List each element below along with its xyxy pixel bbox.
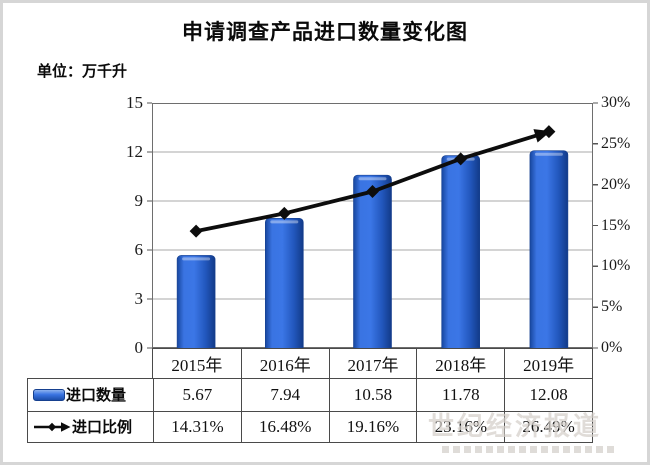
bar-2018年 bbox=[441, 155, 480, 348]
right-axis-tick-label: 0% bbox=[601, 339, 623, 356]
left-axis-tick-label: 6 bbox=[134, 240, 144, 259]
x-axis-label: 2017年 bbox=[328, 349, 417, 378]
right-axis-tick-label: 20% bbox=[601, 175, 631, 193]
legend-item-import-ratio: 进口比例 bbox=[28, 410, 153, 443]
legend-label: 进口比例 bbox=[72, 419, 133, 437]
table-value: 12.08 bbox=[504, 379, 592, 411]
table-value: 7.94 bbox=[240, 379, 329, 411]
left-axis-tick-label: 12 bbox=[126, 142, 143, 161]
watermark-subline bbox=[442, 446, 614, 453]
bar-2015年 bbox=[176, 255, 216, 348]
table-value: 23.16% bbox=[416, 410, 505, 442]
x-axis-label: 2015年 bbox=[171, 356, 223, 375]
bar-2017年 bbox=[353, 174, 392, 348]
chart-canvas bbox=[147, 102, 598, 349]
right-axis-tick-label: 15% bbox=[601, 216, 631, 234]
table-value: 19.16% bbox=[328, 410, 417, 442]
left-axis-tick-label: 9 bbox=[134, 191, 144, 210]
legend-label: 进口数量 bbox=[66, 387, 127, 405]
line-point-marker bbox=[542, 125, 556, 139]
table-value: 14.31% bbox=[153, 410, 241, 442]
line-point-marker bbox=[189, 224, 203, 238]
x-axis-label: 2019年 bbox=[504, 349, 592, 378]
unit-label: 单位：万千升 bbox=[37, 63, 128, 80]
x-axis-label: 2018年 bbox=[416, 349, 504, 378]
x-axis-label: 2016年 bbox=[240, 349, 329, 378]
left-axis-tick-label: 15 bbox=[126, 93, 143, 112]
bar-2016年 bbox=[265, 218, 304, 348]
right-axis-tick-label: 5% bbox=[601, 298, 623, 316]
left-axis-tick-label: 3 bbox=[134, 289, 144, 308]
table-value: 10.58 bbox=[328, 379, 417, 411]
table-value: 11.78 bbox=[416, 379, 504, 411]
right-axis-tick-label: 30% bbox=[601, 94, 631, 111]
line-legend-key-icon bbox=[33, 420, 71, 434]
x-axis-category-row: 2015年 2016年 2017年 2018年 2019年 bbox=[152, 348, 593, 379]
line-point-marker bbox=[277, 206, 291, 220]
line-point-marker bbox=[366, 185, 379, 199]
right-axis-tick-label: 25% bbox=[601, 134, 631, 152]
bar-legend-key-icon bbox=[33, 388, 65, 401]
left-axis-tick-label: 0 bbox=[134, 338, 144, 357]
chart-title: 申请调查产品进口数量变化图 bbox=[182, 21, 468, 44]
table-value: 16.48% bbox=[240, 410, 329, 442]
plot-area bbox=[147, 102, 598, 349]
legend-item-import-quantity: 进口数量 bbox=[28, 379, 153, 411]
right-axis-tick-label: 10% bbox=[601, 257, 631, 275]
table-value: 26.49% bbox=[504, 410, 592, 442]
table-value: 5.67 bbox=[153, 379, 241, 411]
legend-data-table: 进口数量 5.67 7.94 10.58 11.78 12.08 进口比例 14.31% 16.… bbox=[27, 378, 593, 443]
bar-2019年 bbox=[529, 150, 569, 348]
line-point-marker bbox=[454, 152, 468, 166]
